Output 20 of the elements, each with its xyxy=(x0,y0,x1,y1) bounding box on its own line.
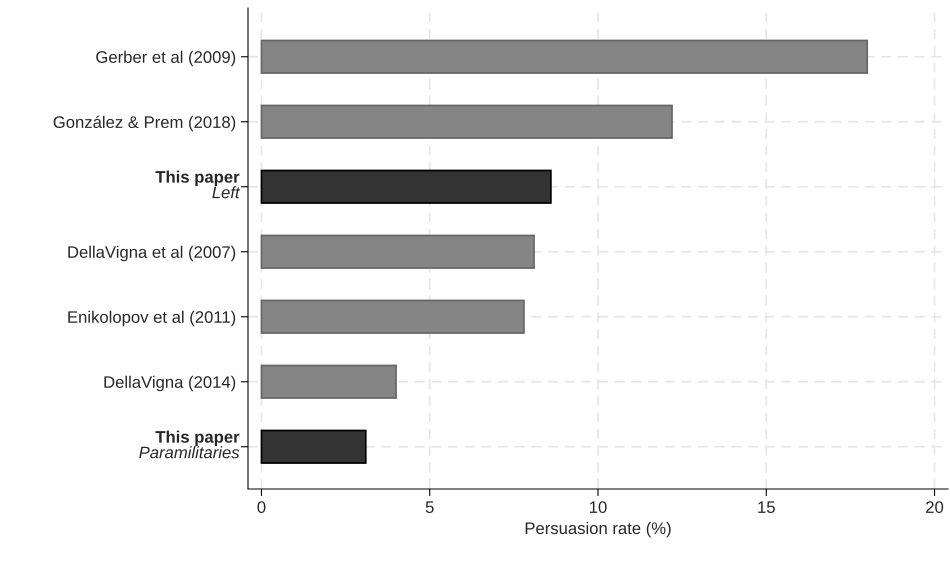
bar xyxy=(260,364,397,399)
y-tick-label: DellaVigna et al (2007) xyxy=(68,246,236,262)
x-tick-label: 0 xyxy=(257,501,266,514)
y-tick-label: González & Prem (2018) xyxy=(54,116,236,132)
x-tick-label: 15 xyxy=(758,501,775,514)
x-axis-title: Persuasion rate (%) xyxy=(526,522,671,538)
x-tick-label: 10 xyxy=(590,501,607,514)
bar xyxy=(260,300,525,334)
y-tick-label: DellaVigna (2014) xyxy=(104,376,236,392)
y-tick-label: Gerber et al (2009) xyxy=(96,50,236,66)
x-tick-label: 20 xyxy=(926,501,944,514)
bar xyxy=(260,430,367,464)
y-tick-label: This paper Paramilitaries xyxy=(139,430,240,458)
y-tick-label: This paper Left xyxy=(156,170,240,198)
bar xyxy=(260,40,868,74)
bar xyxy=(260,234,535,269)
y-tick-label: Enikolopov et al (2011) xyxy=(68,310,236,326)
bar xyxy=(260,104,673,139)
x-tick-label: 5 xyxy=(426,501,434,514)
bar xyxy=(260,170,552,204)
